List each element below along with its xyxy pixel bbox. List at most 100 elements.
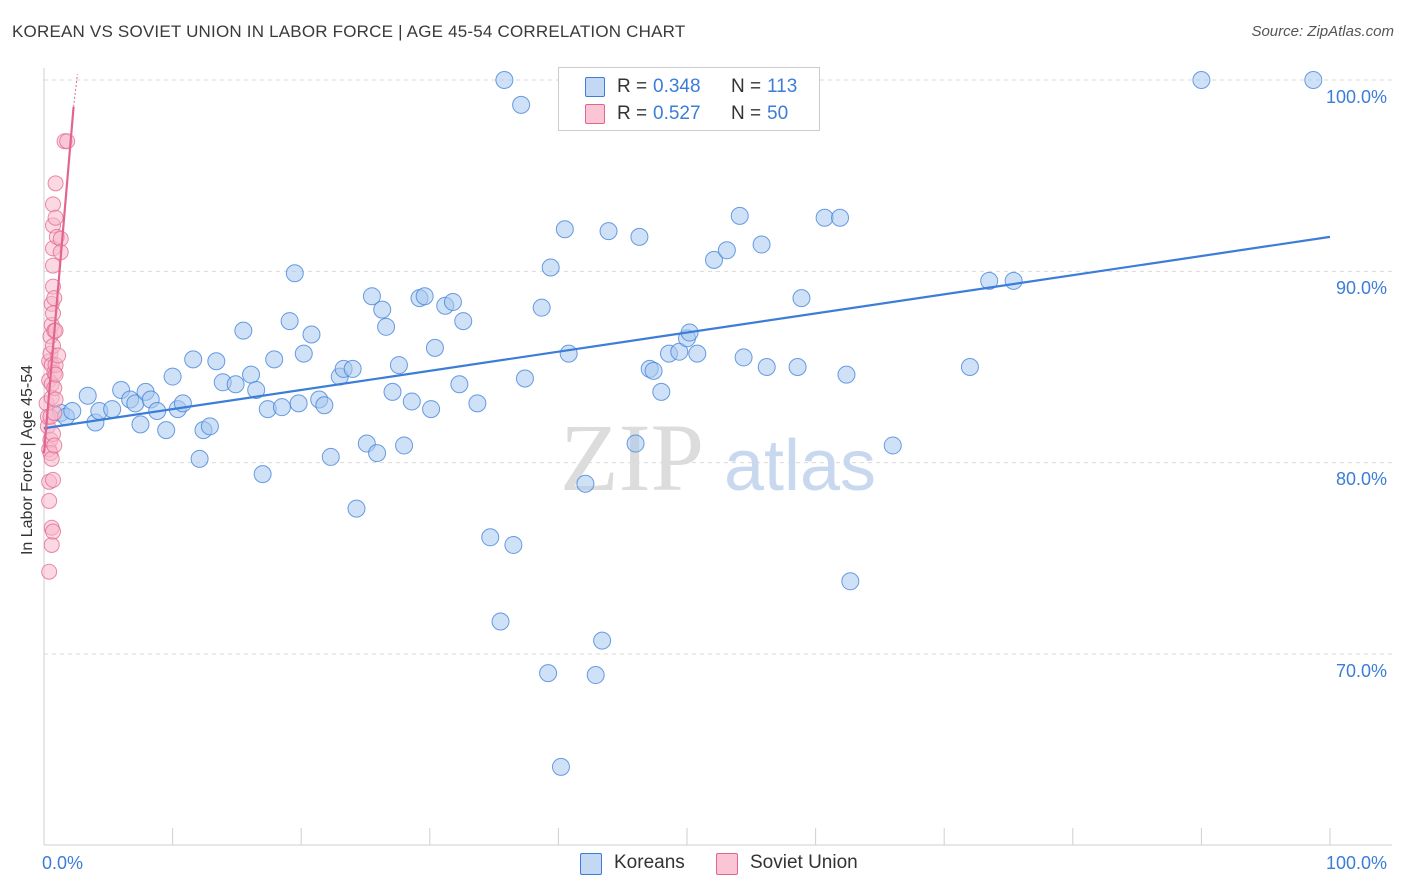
korean-point xyxy=(960,358,979,376)
korean-point xyxy=(315,396,334,415)
korean-point xyxy=(734,348,753,367)
korean-point xyxy=(883,436,902,455)
koreans-swatch xyxy=(580,853,602,875)
korean-point xyxy=(321,447,340,466)
watermark-zip: ZIP xyxy=(560,404,704,511)
n-label: N = xyxy=(731,76,762,97)
r-label: R = xyxy=(617,103,648,124)
soviet-union-point xyxy=(45,305,62,322)
korean-point xyxy=(630,227,649,246)
korean-point xyxy=(190,449,209,468)
soviet-union-point xyxy=(41,492,58,509)
soviet-union-point xyxy=(45,471,62,488)
korean-point xyxy=(599,222,618,241)
gridlines xyxy=(44,79,1392,655)
soviet-union-point xyxy=(43,536,60,553)
r-value: 0.348 xyxy=(653,76,701,97)
korean-point xyxy=(495,71,514,89)
korean-point xyxy=(302,325,321,344)
korean-point xyxy=(272,398,291,417)
trendlines xyxy=(42,74,1331,454)
korean-point xyxy=(1004,271,1023,290)
korean-point xyxy=(163,367,182,386)
soviet-union-point xyxy=(46,404,63,421)
korean-point xyxy=(184,350,203,369)
legend-label: Soviet Union xyxy=(750,852,858,873)
korean-point xyxy=(450,375,469,394)
chart-title: KOREAN VS SOVIET UNION IN LABOR FORCE | … xyxy=(12,22,686,41)
soviet-union-point xyxy=(47,391,64,408)
korean-point xyxy=(247,380,266,399)
korean-point xyxy=(815,208,834,227)
y-tick-label-70: 70.0% xyxy=(1336,661,1388,681)
korean-point xyxy=(294,344,313,363)
korean-point xyxy=(200,417,219,436)
korean-point xyxy=(652,382,671,401)
soviet-union-point xyxy=(45,257,62,274)
korean-point xyxy=(368,444,387,463)
korean-point xyxy=(343,359,362,378)
y-tick-label-90: 90.0% xyxy=(1336,278,1388,298)
series-koreans-points xyxy=(51,71,1323,776)
source-note: Source: ZipAtlas.com xyxy=(1251,23,1394,40)
soviet-union-point xyxy=(46,290,63,307)
soviet-union-point xyxy=(47,209,64,226)
korean-point xyxy=(670,342,689,361)
y-tick-label-80: 80.0% xyxy=(1336,469,1388,489)
korean-point xyxy=(454,312,473,331)
x-tick-label-max: 100.0% xyxy=(1326,853,1388,873)
korean-point xyxy=(383,382,402,401)
korean-point xyxy=(551,757,570,776)
soviet-union-point xyxy=(45,523,62,540)
korean-point xyxy=(576,474,595,493)
r-label: R = xyxy=(617,76,648,97)
n-label: N = xyxy=(731,103,762,124)
korean-point xyxy=(1304,71,1323,89)
korean-point xyxy=(373,300,392,319)
korean-point xyxy=(285,264,304,283)
korean-point xyxy=(265,350,284,369)
axes xyxy=(43,68,1392,846)
korean-point xyxy=(402,392,421,411)
korean-point xyxy=(491,612,510,631)
korean-point xyxy=(280,312,299,331)
soviet-union-swatch xyxy=(585,104,605,124)
korean-point xyxy=(1192,71,1211,89)
korean-point xyxy=(207,352,226,371)
korean-point xyxy=(226,375,245,394)
korean-point xyxy=(752,235,771,254)
korean-point xyxy=(103,400,122,419)
korean-point xyxy=(559,344,578,363)
koreans-swatch xyxy=(585,77,605,97)
korean-point xyxy=(512,95,531,114)
korean-point xyxy=(980,271,999,290)
korean-point xyxy=(481,528,500,547)
korean-point xyxy=(717,241,736,260)
korean-point xyxy=(593,631,612,650)
soviet-union-point xyxy=(43,450,60,467)
korean-point xyxy=(425,338,444,357)
korean-point xyxy=(515,369,534,388)
soviet-union-point xyxy=(52,230,69,247)
korean-point xyxy=(644,361,663,380)
soviet-union-point xyxy=(41,563,58,580)
korean-point xyxy=(788,358,807,376)
legend-label: Koreans xyxy=(614,852,685,873)
korean-point xyxy=(831,208,850,227)
korean-point xyxy=(347,499,366,518)
soviet-union-point xyxy=(59,133,76,150)
korean-point xyxy=(289,394,308,413)
soviet-union-swatch xyxy=(716,853,738,875)
soviet-union-point xyxy=(47,175,64,192)
koreans-trendline xyxy=(43,235,1331,430)
korean-point xyxy=(539,664,558,683)
korean-point xyxy=(841,572,860,591)
stats-legend: R = 0.348 N = 113 R = 0.527 N = 50 xyxy=(558,67,820,131)
korean-point xyxy=(422,400,441,419)
n-value: 113 xyxy=(767,76,798,97)
korean-point xyxy=(157,421,176,440)
korean-point xyxy=(532,298,551,317)
watermark-atlas: atlas xyxy=(724,426,876,506)
korean-point xyxy=(757,358,776,376)
